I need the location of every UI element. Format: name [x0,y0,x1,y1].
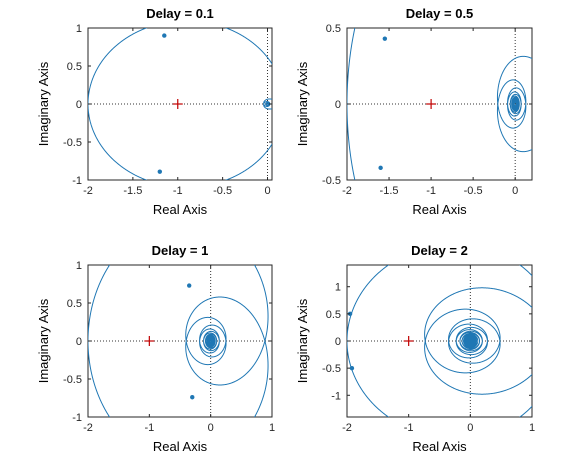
x-tick-label: -1 [144,422,154,434]
y-tick-label: 0.5 [326,23,341,35]
direction-arrow [378,165,383,171]
x-axis-label: Real Axis [412,439,467,454]
y-tick-label: 1 [76,23,82,35]
x-tick-label: -1.5 [123,185,142,197]
y-tick-label: 0 [76,336,82,348]
x-tick-label: 0 [467,422,473,434]
x-tick-label: -1 [173,185,183,197]
x-tick-label: -2 [83,185,93,197]
x-tick-label: 1 [529,422,535,434]
x-tick-label: -1.5 [380,185,399,197]
y-tick-label: -0.5 [322,363,341,375]
x-axis-label: Real Axis [412,202,467,217]
x-axis-label: Real Axis [153,439,208,454]
direction-arrow [190,395,195,400]
x-tick-label: -1 [404,422,414,434]
subplot-1: -2 -1.5 -1 -0.5 0 -1 -0.5 0 0.5 1 Delay = 0.1 Real … [36,6,273,217]
subplot-title: Delay = 0.1 [146,6,214,21]
y-tick-label: -0.5 [63,137,82,149]
y-axis-label: Imaginary Axis [295,298,310,383]
y-tick-label: 1 [76,260,82,272]
direction-arrow [382,36,388,41]
direction-arrow [162,33,167,38]
plot-area [347,28,532,180]
y-tick-label: 1 [335,282,341,294]
x-tick-label: 0 [264,185,270,197]
nyquist-curve [347,265,532,417]
nyquist-curve [88,28,272,180]
y-tick-label: 0.5 [67,61,82,73]
y-axis-label: Imaginary Axis [295,61,310,146]
x-axis-label: Real Axis [153,202,208,217]
y-tick-label: 0.5 [67,298,82,310]
subplot-4: -2 -1 0 1 -1 -0.5 0 0.5 1 Delay = 2 Real Axis Imagi… [295,243,535,454]
y-tick-label: 0.5 [326,309,341,321]
direction-arrow [187,283,192,288]
x-tick-label: -0.5 [464,185,483,197]
y-tick-label: -0.5 [63,374,82,386]
y-tick-label: 0 [335,99,341,111]
y-tick-label: 0 [335,336,341,348]
y-axis-label: Imaginary Axis [36,61,51,146]
y-axis-label: Imaginary Axis [36,298,51,383]
subplot-2: -2 -1.5 -1 -0.5 0 -0.5 0 0.5 Delay = 0.5 Real Axi… [295,6,533,217]
direction-arrow [347,311,353,317]
plot-area [88,28,272,180]
x-tick-label: -2 [83,422,93,434]
direction-arrow [157,169,163,174]
y-tick-label: -1 [331,390,341,402]
y-tick-label: -1 [72,175,82,187]
plot-area [88,265,272,417]
nyquist-curve [347,28,532,180]
x-tick-label: -2 [342,185,352,197]
y-tick-label: -1 [72,412,82,424]
x-tick-label: -1 [426,185,436,197]
subplot-title: Delay = 2 [411,243,468,258]
subplot-title: Delay = 1 [152,243,209,258]
nyquist-curve [88,265,269,417]
subplot-title: Delay = 0.5 [406,6,474,21]
x-tick-label: 0 [208,422,214,434]
plot-area [347,265,532,417]
y-tick-label: -0.5 [322,175,341,187]
x-tick-label: 0 [512,185,518,197]
y-tick-label: 0 [76,99,82,111]
x-tick-label: -0.5 [213,185,232,197]
direction-arrow [349,365,355,371]
x-tick-label: 1 [269,422,275,434]
x-tick-label: -2 [342,422,352,434]
